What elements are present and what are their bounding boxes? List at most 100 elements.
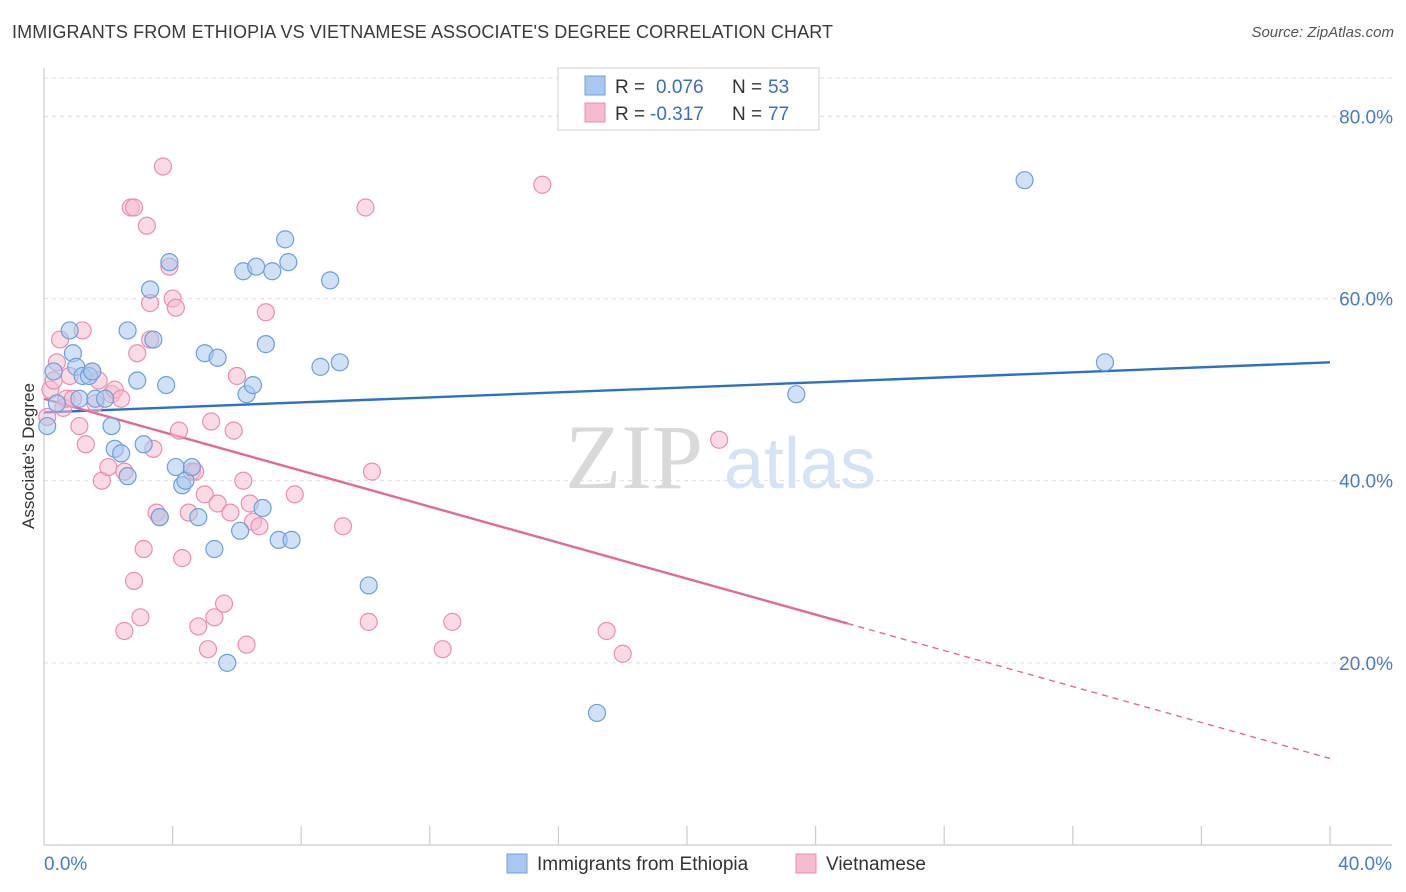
vietnamese-point <box>131 608 150 627</box>
watermark-atlas: atlas <box>724 424 876 504</box>
ethiopia-point <box>263 262 282 281</box>
watermark-zip: ZIP <box>565 406 703 508</box>
grid-lines <box>44 77 1392 664</box>
trend-line-ethiopia <box>43 361 1331 414</box>
vietnamese-point <box>70 416 89 436</box>
vietnamese-point <box>76 435 95 454</box>
ethiopia-point <box>144 330 163 349</box>
vietnamese-point <box>195 485 214 504</box>
ethiopia-point <box>44 362 63 381</box>
x-tick-label-min: 0.0% <box>44 854 87 875</box>
trend-line-vietnamese-extension <box>847 622 1331 760</box>
y-axis-label: Associate's Degree <box>19 383 38 529</box>
ethiopia-point <box>150 508 169 527</box>
ethiopia-point <box>60 321 79 340</box>
ethiopia-point <box>70 389 89 408</box>
x-ticks <box>172 826 1331 845</box>
vietnamese-point <box>99 457 118 477</box>
vietnamese-point <box>224 421 243 440</box>
ethiopia-point <box>587 703 607 723</box>
bottom-legend: Immigrants from Ethiopia Vietnamese <box>506 853 926 875</box>
vietnamese-point <box>166 298 185 317</box>
vietnamese-point <box>250 517 269 536</box>
vietnamese-point <box>128 344 147 363</box>
bottom-legend-swatch-vietnamese <box>795 853 817 874</box>
vietnamese-point <box>362 462 382 481</box>
vietnamese-point <box>115 621 134 641</box>
ethiopia-point <box>205 539 224 559</box>
bottom-legend-label-ethiopia: Immigrants from Ethiopia <box>537 854 749 875</box>
vietnamese-point <box>333 517 353 536</box>
ethiopia-point <box>1095 353 1115 372</box>
vietnamese-point <box>256 303 275 322</box>
vietnamese-point <box>237 635 256 654</box>
ethiopia-point <box>182 457 201 477</box>
ethiopia-point <box>112 444 131 463</box>
ethiopia-point <box>118 467 137 486</box>
bottom-legend-swatch-ethiopia <box>506 853 528 874</box>
ethiopia-point <box>160 253 179 272</box>
ethiopia-point <box>243 375 263 395</box>
y-tick-label: 80.0% <box>1339 107 1393 128</box>
vietnamese-point <box>710 430 729 449</box>
vietnamese-point <box>443 612 462 631</box>
ethiopia-point <box>189 508 208 527</box>
ethiopia-point <box>140 280 160 299</box>
vietnamese-point <box>214 594 234 613</box>
y-tick-label: 60.0% <box>1339 290 1393 311</box>
vietnamese-point <box>137 216 156 235</box>
ethiopia-point <box>157 375 176 395</box>
watermark: ZIP atlas <box>565 406 876 508</box>
vietnamese-point <box>433 640 452 659</box>
y-tick-label: 20.0% <box>1339 654 1393 675</box>
vietnamese-point <box>285 485 304 504</box>
vietnamese-point <box>359 612 378 631</box>
vietnamese-point <box>234 471 253 490</box>
vietnamese-point <box>205 608 224 627</box>
vietnamese-point <box>173 549 192 568</box>
ethiopia-point <box>83 362 102 381</box>
ethiopia-point <box>218 653 237 672</box>
legend-r-value-vietnamese: -0.317 <box>650 104 704 125</box>
ethiopia-point <box>1015 171 1034 190</box>
vietnamese-point <box>221 503 240 522</box>
ethiopia-point <box>256 335 275 354</box>
ethiopia-point <box>787 385 806 404</box>
x-tick-label-max: 40.0% <box>1338 854 1392 875</box>
ethiopia-point <box>253 498 272 518</box>
ethiopia-point <box>247 257 266 276</box>
ethiopia-point <box>128 371 147 390</box>
vietnamese-point <box>112 389 131 408</box>
vietnamese-point <box>202 412 221 431</box>
vietnamese-point <box>124 571 144 590</box>
vietnamese-point <box>597 621 616 641</box>
legend-n-label-ethiopia: N = <box>732 77 762 98</box>
legend-r-value-ethiopia: 0.076 <box>656 77 704 98</box>
ethiopia-point <box>359 576 378 595</box>
legend-r-label-vietnamese: R = <box>615 104 645 125</box>
vietnamese-point <box>533 175 552 194</box>
ethiopia-point <box>231 521 250 540</box>
vietnamese-point <box>124 198 144 217</box>
ethiopia-point <box>276 230 295 249</box>
vietnamese-point <box>208 494 227 513</box>
vietnamese-point <box>613 644 632 663</box>
vietnamese-point <box>227 366 246 386</box>
ethiopia-point <box>134 435 153 454</box>
legend-n-value-vietnamese: 77 <box>768 104 789 125</box>
legend-swatch-ethiopia <box>584 75 606 96</box>
ethiopia-point <box>95 389 115 408</box>
ethiopia-point <box>118 321 137 340</box>
bottom-legend-label-vietnamese: Vietnamese <box>826 854 926 875</box>
legend-swatch-vietnamese <box>584 102 606 123</box>
legend-n-value-ethiopia: 53 <box>768 77 789 98</box>
vietnamese-point <box>169 421 189 440</box>
ethiopia-point <box>38 416 57 436</box>
y-tick-labels: 20.0% 40.0% 60.0% 80.0% <box>1339 107 1393 674</box>
ethiopia-point <box>330 353 349 372</box>
ethiopia-point <box>311 357 330 376</box>
ethiopia-point <box>279 253 298 272</box>
chart-title: IMMIGRANTS FROM ETHIOPIA VS VIETNAMESE A… <box>12 22 834 42</box>
chart-source: Source: ZipAtlas.com <box>1251 24 1394 41</box>
